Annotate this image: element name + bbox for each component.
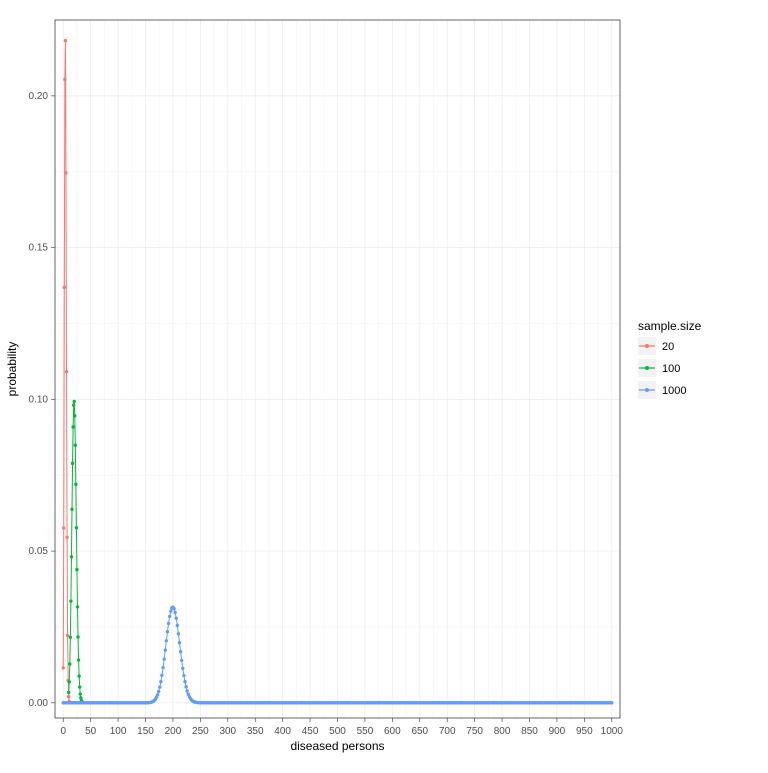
y-tick-label: 0.05	[29, 546, 49, 557]
series-point-1000	[182, 674, 185, 677]
series-point-20	[62, 526, 65, 529]
x-tick-label: 200	[165, 726, 182, 737]
series-point-100	[77, 658, 80, 661]
x-tick-label: 900	[549, 726, 566, 737]
x-tick-label: 500	[329, 726, 346, 737]
series-point-1000	[167, 622, 170, 625]
series-point-20	[64, 171, 67, 174]
series-point-100	[78, 685, 81, 688]
legend-item-label: 20	[662, 341, 674, 353]
series-point-1000	[185, 689, 188, 692]
x-tick-label: 700	[439, 726, 456, 737]
series-point-1000	[169, 609, 172, 612]
series-point-100	[72, 403, 75, 406]
series-point-20	[63, 78, 66, 81]
series-point-1000	[180, 659, 183, 662]
legend-title: sample.size	[638, 319, 702, 333]
series-point-100	[76, 635, 79, 638]
series-point-1000	[173, 611, 176, 614]
x-tick-label: 400	[274, 726, 291, 737]
y-tick-label: 0.00	[29, 698, 49, 709]
legend-item-label: 100	[662, 363, 680, 375]
series-point-100	[69, 599, 72, 602]
x-tick-label: 350	[247, 726, 264, 737]
series-point-100	[68, 680, 71, 683]
x-tick-label: 150	[137, 726, 154, 737]
series-point-1000	[157, 690, 160, 693]
x-tick-label: 750	[466, 726, 483, 737]
series-point-100	[67, 691, 70, 694]
x-tick-label: 300	[219, 726, 236, 737]
series-point-20	[65, 370, 68, 373]
series-point-20	[64, 39, 67, 42]
series-point-1000	[184, 685, 187, 688]
series-point-100	[76, 605, 79, 608]
series-point-1000	[177, 632, 180, 635]
series-point-100	[75, 568, 78, 571]
series-point-100	[70, 555, 73, 558]
series-point-1000	[610, 701, 613, 704]
x-tick-label: 600	[384, 726, 401, 737]
y-tick-label: 0.20	[29, 91, 49, 102]
x-tick-label: 550	[357, 726, 374, 737]
series-point-100	[79, 692, 82, 695]
series-point-1000	[178, 641, 181, 644]
series-point-1000	[175, 616, 178, 619]
series-point-100	[70, 508, 73, 511]
x-axis-label: diseased persons	[290, 739, 384, 753]
legend: sample.size 20 100 1000	[638, 319, 702, 399]
series-point-20	[62, 666, 65, 669]
series-point-1000	[160, 674, 163, 677]
series-point-100	[71, 462, 74, 465]
series-point-1000	[176, 624, 179, 627]
series-point-100	[72, 400, 75, 403]
series-point-100	[75, 526, 78, 529]
series-point-20	[67, 695, 70, 698]
series-point-1000	[181, 667, 184, 670]
x-tick-label: 950	[576, 726, 593, 737]
x-tick-label: 100	[110, 726, 127, 737]
x-tick-label: 1000	[601, 726, 624, 737]
series-point-1000	[156, 693, 159, 696]
series-point-1000	[166, 630, 169, 633]
series-point-1000	[162, 657, 165, 660]
series-point-1000	[161, 666, 164, 669]
legend-item-label: 1000	[662, 385, 686, 397]
series-point-100	[73, 414, 76, 417]
y-tick-label: 0.10	[29, 394, 49, 405]
series-point-100	[69, 636, 72, 639]
x-tick-label: 0	[60, 726, 66, 737]
x-tick-label: 50	[85, 726, 97, 737]
series-point-100	[77, 674, 80, 677]
x-tick-label: 250	[192, 726, 209, 737]
legend-key-point	[645, 366, 649, 370]
series-point-1000	[165, 639, 168, 642]
y-tick-label: 0.15	[29, 243, 49, 254]
series-point-100	[74, 483, 77, 486]
series-point-100	[74, 443, 77, 446]
series-point-1000	[159, 680, 162, 683]
legend-key-point	[645, 344, 649, 348]
series-point-1000	[183, 680, 186, 683]
series-point-1000	[164, 648, 167, 651]
x-tick-label: 850	[521, 726, 538, 737]
legend-key-point	[645, 388, 649, 392]
series-point-20	[65, 536, 68, 539]
probability-chart: 0 50 100 150 200 250 300 350 400 450 500 550 600 650 7…	[0, 0, 768, 768]
series-point-100	[68, 662, 71, 665]
series-point-20	[63, 286, 66, 289]
x-tick-label: 450	[302, 726, 319, 737]
x-tick-label: 800	[494, 726, 511, 737]
series-point-1000	[179, 650, 182, 653]
series-point-1000	[172, 607, 175, 610]
y-axis-label: probability	[5, 342, 19, 397]
series-point-100	[71, 425, 74, 428]
series-point-1000	[158, 685, 161, 688]
series-point-1000	[168, 615, 171, 618]
x-tick-label: 650	[411, 726, 428, 737]
